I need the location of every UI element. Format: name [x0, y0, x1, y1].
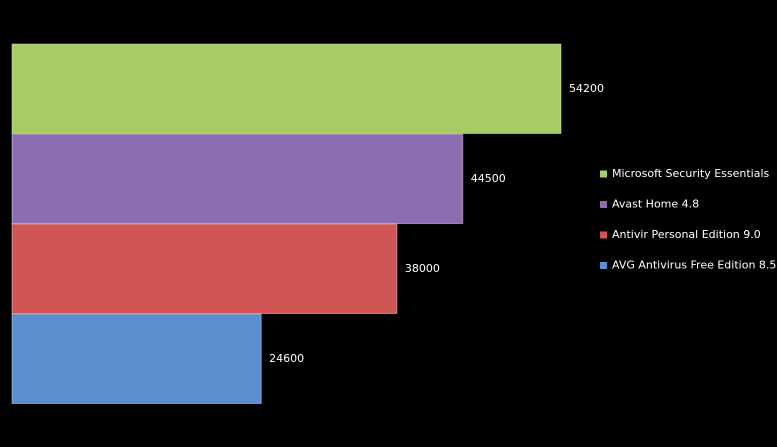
value-label: 38000	[405, 262, 440, 275]
legend-label: AVG Antivirus Free Edition 8.5	[612, 259, 776, 272]
legend-swatch	[600, 201, 607, 208]
legend-swatch	[600, 231, 607, 239]
bar	[11, 313, 262, 404]
legend-label: Microsoft Security Essentials	[612, 167, 770, 180]
legend-swatch	[600, 262, 607, 269]
legend-label: Avast Home 4.8	[612, 198, 699, 211]
value-label: 24600	[269, 352, 304, 365]
bar	[11, 133, 464, 224]
bar	[11, 43, 562, 134]
value-label: 44500	[471, 172, 506, 185]
bar	[11, 223, 398, 314]
legend-swatch	[600, 170, 607, 178]
legend-label: Antivir Personal Edition 9.0	[612, 228, 761, 241]
value-label: 54200	[569, 82, 604, 95]
